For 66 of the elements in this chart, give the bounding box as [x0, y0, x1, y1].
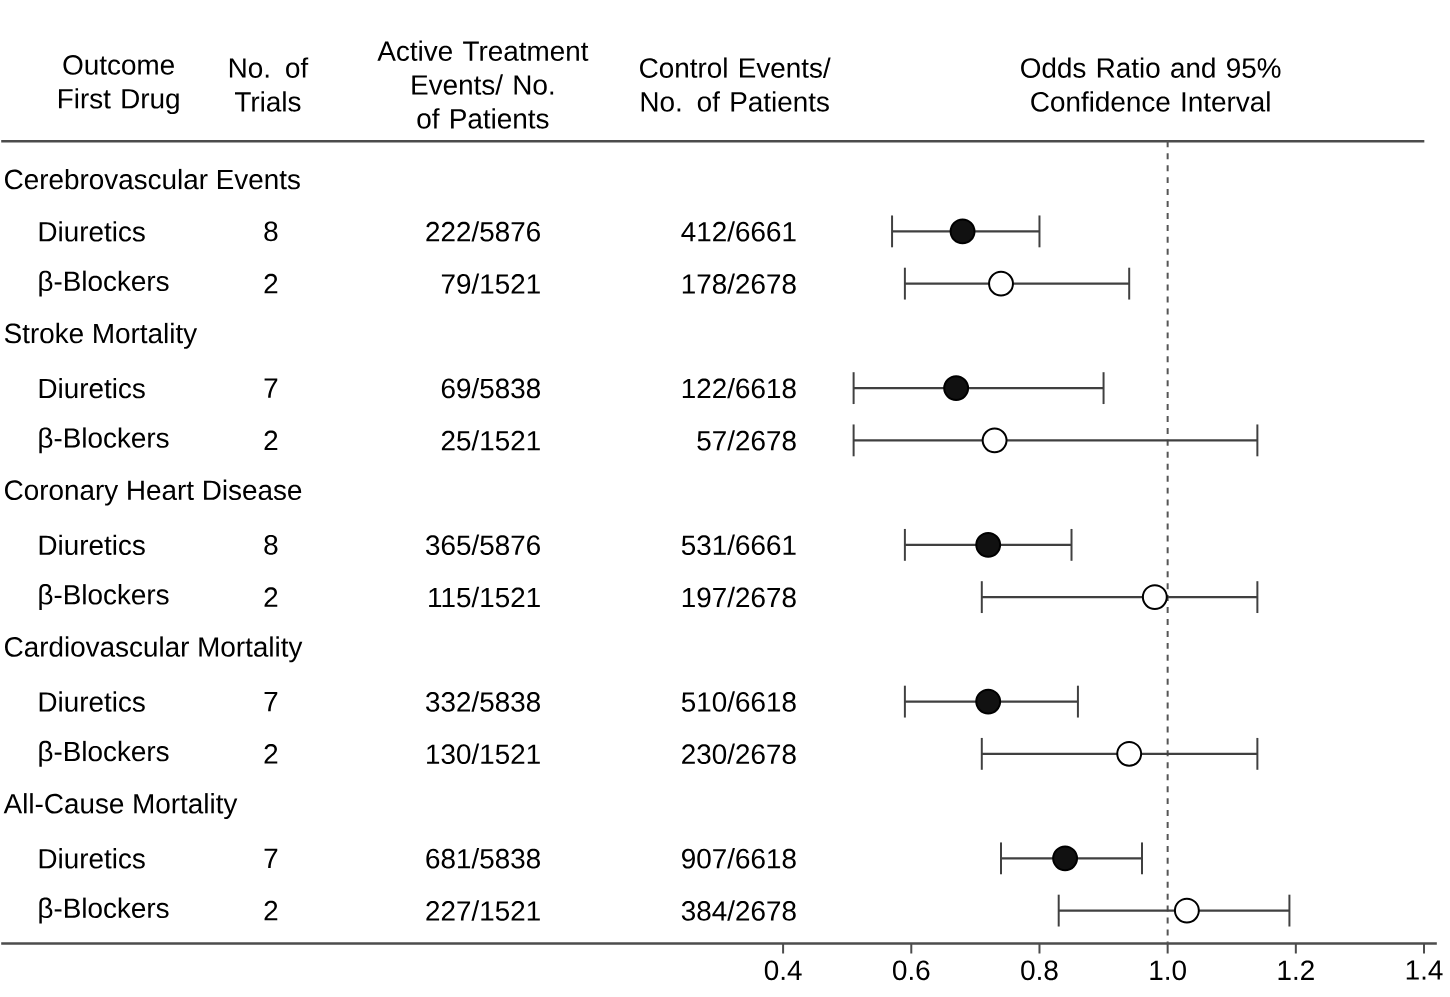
point: [975, 688, 1002, 715]
annotation: 115/1521: [429, 586, 540, 608]
annotation: 130/1521: [427, 743, 540, 765]
y-tick-label: β-Blockers: [39, 427, 169, 454]
x-tick-label: 1.4: [1406, 960, 1443, 980]
annotation: 178/2678: [682, 273, 796, 294]
y-tick-label: β-Blockers: [39, 270, 169, 297]
annotation: 2: [264, 430, 278, 451]
annotation: 2: [264, 744, 278, 764]
y-tick-label: β-Blockers: [39, 897, 169, 924]
annotation: 2: [264, 900, 278, 921]
point: [1116, 740, 1143, 767]
annotation: Stroke Mortality: [4, 322, 198, 349]
x-tick-label: 1.0: [1150, 960, 1186, 981]
x-axis-title: Odds Ratio and 95% Confidence Interval: [1021, 57, 1281, 112]
x-tick-label: 0.8: [1021, 960, 1058, 981]
annotation: 69/5838: [441, 377, 540, 399]
annotation: 412/6661: [681, 221, 796, 242]
x-tick-label: 0.6: [893, 960, 930, 981]
point: [1141, 584, 1168, 610]
point: [975, 531, 1002, 558]
point: [1173, 897, 1200, 924]
y-tick-label: Diuretics: [39, 691, 145, 712]
annotation: Cerebrovascular Events: [5, 168, 300, 190]
annotation: 531/6661: [681, 534, 796, 556]
annotation: 79/1521: [441, 273, 540, 294]
annotation: 681/5838: [426, 848, 540, 869]
point: [1052, 845, 1079, 872]
annotation: 197/2678: [682, 586, 796, 608]
point: [981, 427, 1008, 454]
annotation: 365/5876: [426, 534, 540, 556]
y-tick-label: β-Blockers: [39, 584, 169, 611]
text: No. of Trials: [229, 57, 309, 112]
annotation: 8: [264, 221, 278, 242]
x-tick-label: 1.2: [1278, 960, 1314, 980]
annotation: 907/6618: [682, 848, 796, 869]
y-tick-label: Diuretics: [39, 848, 145, 869]
annotation: 230/2678: [682, 743, 796, 765]
annotation: 122/6618: [682, 377, 796, 399]
annotation: 57/2678: [697, 430, 796, 451]
annotation: 510/6618: [681, 691, 796, 712]
point: [943, 375, 970, 401]
y-tick-label: Diuretics: [39, 221, 145, 242]
annotation: Cardiovascular Mortality: [5, 636, 303, 663]
annotation: 2: [264, 587, 278, 607]
point: [988, 270, 1014, 297]
annotation: 8: [264, 534, 278, 555]
annotation: 7: [264, 691, 278, 712]
annotation: 7: [264, 378, 278, 398]
y-tick-label: β-Blockers: [39, 740, 169, 767]
y-tick-label: Diuretics: [39, 534, 145, 556]
y-tick-label: Diuretics: [39, 377, 145, 399]
x-tick-label: 0.4: [764, 960, 802, 981]
annotation: 25/1521: [441, 430, 540, 451]
annotation: Coronary Heart Disease: [5, 479, 302, 506]
annotation: 222/5876: [426, 221, 540, 242]
annotation: 332/5838: [426, 691, 540, 712]
annotation: 2: [264, 273, 278, 294]
annotation: 227/1521: [426, 900, 540, 921]
annotation: 384/2678: [681, 900, 796, 921]
text: Active Treatment Events/ No. of Patients: [377, 40, 589, 129]
annotation: 7: [264, 848, 278, 868]
annotation: All-Cause Mortality: [3, 793, 238, 819]
point: [949, 218, 976, 245]
text: Outcome First Drug: [58, 54, 179, 115]
text: Control Events/ No. of Patients: [640, 57, 831, 112]
